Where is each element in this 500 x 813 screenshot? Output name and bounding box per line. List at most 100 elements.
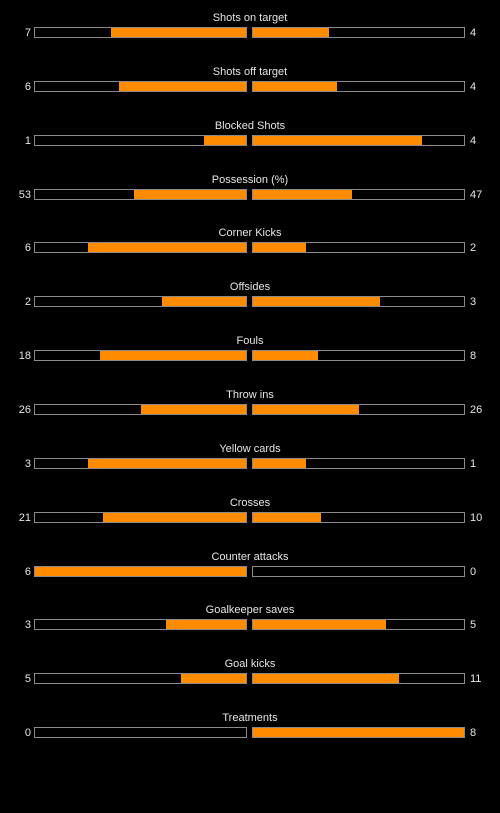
home-bar: [34, 458, 247, 469]
away-bar: [252, 81, 465, 92]
home-value: 3: [24, 619, 31, 631]
home-value: 21: [18, 512, 31, 524]
home-bar: [34, 242, 247, 253]
away-value: 10: [470, 512, 483, 524]
away-bar: [252, 189, 465, 200]
home-bar-fill: [140, 405, 246, 414]
home-bar-fill: [110, 28, 246, 37]
home-bar: [34, 727, 247, 738]
stat-row: Throw ins 26 26: [0, 388, 500, 428]
away-bar-fill: [253, 674, 399, 683]
stat-row: Counter attacks 6 0: [0, 550, 500, 590]
home-bar-fill: [134, 190, 246, 199]
home-bar-fill: [161, 297, 246, 306]
away-value: 4: [470, 135, 477, 147]
home-bar: [34, 27, 247, 38]
home-bar: [34, 296, 247, 307]
away-bar-fill: [253, 620, 386, 629]
home-bar: [34, 404, 247, 415]
home-bar-fill: [203, 136, 246, 145]
home-value: 53: [18, 189, 31, 201]
away-bar: [252, 242, 465, 253]
stat-title: Fouls: [236, 335, 264, 347]
home-value: 0: [24, 727, 31, 739]
away-bar-fill: [253, 351, 319, 360]
away-value: 2: [470, 242, 477, 254]
stat-row: Possession (%) 53 47: [0, 173, 500, 213]
home-bar-fill: [119, 82, 246, 91]
stat-row: Shots on target 7 4: [0, 11, 500, 51]
home-bar-fill: [165, 620, 246, 629]
home-bar: [34, 619, 247, 630]
stat-title: Possession (%): [211, 174, 289, 186]
away-value: 3: [470, 296, 477, 308]
home-value: 26: [18, 404, 31, 416]
home-value: 6: [24, 566, 31, 578]
away-value: 8: [470, 350, 477, 362]
away-bar: [252, 458, 465, 469]
stat-row: Crosses 21 10: [0, 496, 500, 536]
stat-title: Treatments: [222, 712, 278, 724]
stat-row: Goal kicks 5 11: [0, 657, 500, 697]
stat-title: Shots off target: [212, 66, 288, 78]
away-value: 47: [470, 189, 483, 201]
stat-title: Offsides: [229, 281, 271, 293]
home-bar: [34, 673, 247, 684]
away-bar-fill: [253, 459, 306, 468]
away-bar-fill: [253, 513, 321, 522]
home-value: 18: [18, 350, 31, 362]
stat-title: Crosses: [229, 497, 271, 509]
away-bar: [252, 350, 465, 361]
away-value: 0: [470, 566, 477, 578]
stat-title: Corner Kicks: [218, 227, 282, 239]
away-value: 5: [470, 619, 477, 631]
away-value: 4: [470, 81, 477, 93]
stat-title: Goalkeeper saves: [205, 604, 295, 616]
home-bar-fill: [180, 674, 246, 683]
away-bar: [252, 727, 465, 738]
away-bar: [252, 27, 465, 38]
away-value: 4: [470, 27, 477, 39]
away-bar: [252, 135, 465, 146]
stat-title: Blocked Shots: [214, 120, 286, 132]
away-bar-fill: [253, 728, 464, 737]
home-bar-fill: [100, 351, 246, 360]
away-bar-fill: [253, 405, 359, 414]
away-bar: [252, 566, 465, 577]
away-bar-fill: [253, 28, 329, 37]
home-bar-fill: [35, 567, 246, 576]
home-bar: [34, 135, 247, 146]
home-value: 5: [24, 673, 31, 685]
stat-row: Shots off target 6 4: [0, 65, 500, 105]
stat-title: Counter attacks: [211, 551, 289, 563]
away-value: 11: [470, 673, 482, 685]
home-value: 3: [24, 458, 31, 470]
home-value: 6: [24, 81, 31, 93]
away-bar: [252, 619, 465, 630]
away-bar: [252, 404, 465, 415]
home-bar: [34, 512, 247, 523]
home-bar: [34, 566, 247, 577]
stat-row: Treatments 0 8: [0, 711, 500, 751]
stat-row: Blocked Shots 1 4: [0, 119, 500, 159]
home-value: 7: [24, 27, 31, 39]
home-bar-fill: [87, 243, 246, 252]
away-bar: [252, 512, 465, 523]
away-bar-fill: [253, 297, 380, 306]
home-bar: [34, 81, 247, 92]
home-value: 1: [24, 135, 31, 147]
stat-row: Goalkeeper saves 3 5: [0, 603, 500, 643]
home-bar: [34, 189, 247, 200]
away-bar-fill: [253, 243, 306, 252]
away-bar-fill: [253, 136, 422, 145]
away-value: 1: [470, 458, 477, 470]
home-bar-fill: [87, 459, 246, 468]
stat-title: Goal kicks: [224, 658, 276, 670]
stat-title: Throw ins: [226, 389, 274, 401]
away-bar-fill: [253, 82, 338, 91]
away-bar: [252, 673, 465, 684]
away-bar-fill: [253, 190, 353, 199]
stat-row: Yellow cards 3 1: [0, 442, 500, 482]
home-bar-fill: [102, 513, 246, 522]
home-bar: [34, 350, 247, 361]
